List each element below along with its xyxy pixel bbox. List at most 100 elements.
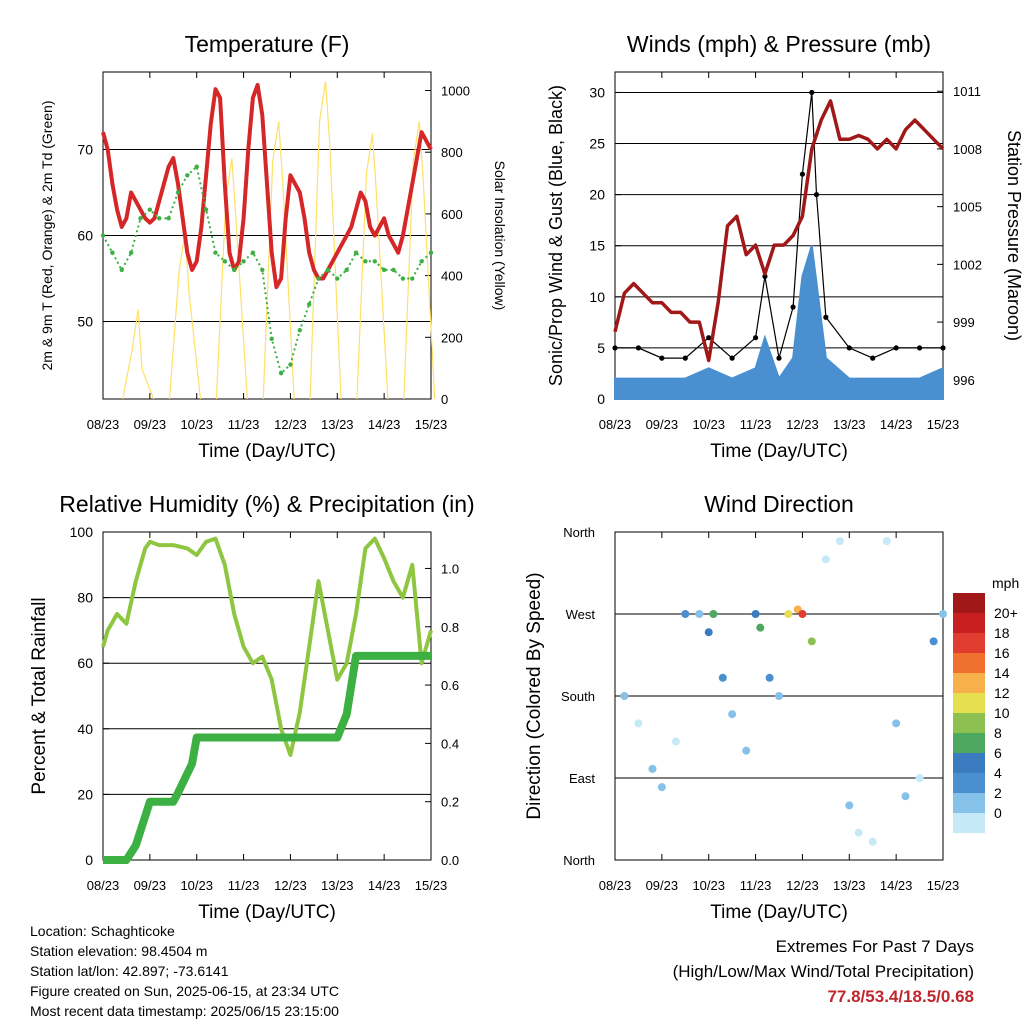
x-tick-label: 08/23 [599, 417, 632, 432]
y-tick-label: 100 [70, 524, 94, 540]
x-tick-label: 08/23 [87, 417, 120, 432]
y-tick-label: 50 [77, 314, 93, 330]
solar-insolation-line [262, 121, 295, 400]
y-tick-label: South [561, 689, 595, 704]
direction-point [742, 746, 751, 755]
direction-point [634, 719, 643, 728]
created-text: Figure created on Sun, 2025-06-15, at 23… [30, 983, 339, 999]
direction-point [868, 837, 877, 846]
dewpoint-point [391, 267, 396, 273]
y2-tick-label: 999 [953, 315, 975, 330]
panel-1: Winds (mph) & Pressure (mb) 08/23 09/23 10/… [546, 31, 1024, 462]
direction-point [835, 537, 844, 546]
y-tick-label: 20 [589, 187, 605, 203]
x-tick-label: 13/23 [321, 417, 354, 432]
direction-point [901, 792, 910, 801]
y-tick-label: 10 [589, 289, 605, 305]
y-tick-label: 0 [597, 391, 605, 407]
extremes-box: Extremes For Past 7 Days (High/Low/Max W… [673, 935, 974, 1009]
temp-2m-line [101, 82, 433, 290]
y2-tick-label: 600 [441, 207, 463, 222]
x-tick-label: 13/23 [833, 417, 866, 432]
y-tick-label: 80 [77, 590, 93, 606]
station-info: Location: Schaghticoke Station elevation… [30, 921, 339, 1021]
colorbar-swatch [953, 713, 985, 733]
x-tick-label: 12/23 [274, 878, 307, 893]
y2-axis-label: Solar Insolation (Yellow) [492, 161, 508, 311]
colorbar-label: 4 [994, 765, 1002, 781]
y-tick-label: 60 [77, 655, 93, 671]
x-axis-label: Time (Day/UTC) [198, 441, 336, 462]
panel-3: Wind Direction 08/23 09/23 10/23 11/23 12/23 1… [524, 491, 1019, 923]
colorbar-swatch [953, 773, 985, 793]
y2-axis-label: Station Pressure (Maroon) [1004, 130, 1024, 341]
colorbar-swatch [953, 693, 985, 713]
direction-point [681, 610, 690, 618]
y-tick-label: 20 [77, 786, 93, 802]
y-tick-label: 30 [589, 84, 605, 100]
direction-point [892, 719, 901, 728]
dewpoint-point [306, 302, 312, 307]
colorbar-label: 6 [994, 745, 1002, 761]
y-tick-label: 40 [77, 721, 93, 737]
y2-tick-label: 400 [441, 269, 463, 284]
y2-tick-label: 996 [953, 373, 975, 388]
y-tick-label: East [569, 771, 595, 786]
colorbar-swatch [953, 593, 985, 613]
direction-point [882, 537, 891, 546]
y2-tick-label: 800 [441, 145, 463, 160]
y2-tick-label: 0.6 [441, 678, 459, 693]
y-tick-label: North [563, 853, 595, 868]
direction-point [728, 710, 737, 719]
gust-line [615, 92, 943, 359]
y-tick-label: 60 [77, 228, 93, 244]
direction-point [939, 610, 947, 618]
solar-insolation-line [309, 81, 342, 400]
direction-point [798, 610, 807, 618]
y-tick-label: 15 [589, 238, 605, 254]
y-axis-label: 2m & 9m T (Red, Orange) & 2m Td (Green) [39, 101, 55, 371]
x-tick-label: 09/23 [134, 417, 167, 432]
direction-point [929, 637, 938, 646]
y-axis-label: Direction (Colored By Speed) [524, 572, 545, 819]
colorbar-label: 12 [994, 685, 1010, 701]
direction-point [821, 555, 830, 564]
x-tick-label: 13/23 [321, 878, 354, 893]
latlon-text: Station lat/lon: 42.897; -73.6141 [30, 963, 229, 979]
x-tick-label: 09/23 [646, 417, 679, 432]
y-axis-label: Sonic/Prop Wind & Gust (Blue, Black) [546, 85, 566, 386]
direction-point [671, 737, 680, 746]
direction-point [807, 637, 816, 646]
direction-point [709, 610, 718, 618]
y-tick-label: 5 [597, 340, 605, 356]
panel-title: Relative Humidity (%) & Precipitation (i… [59, 491, 474, 517]
solar-insolation-line [122, 309, 155, 400]
x-tick-label: 15/23 [415, 878, 448, 893]
y2-tick-label: 0.8 [441, 620, 459, 635]
panel-2: Relative Humidity (%) & Precipitation (i… [29, 491, 475, 923]
x-tick-label: 11/23 [740, 878, 772, 893]
x-tick-label: 09/23 [646, 878, 679, 893]
colorbar-swatch [953, 653, 985, 673]
colorbar-label: 16 [994, 645, 1010, 661]
panel-title: Winds (mph) & Pressure (mb) [627, 31, 931, 57]
x-tick-label: 15/23 [927, 878, 960, 893]
x-tick-label: 12/23 [786, 878, 819, 893]
direction-point [756, 623, 765, 632]
y-tick-label: West [566, 607, 596, 622]
x-axis-label: Time (Day/UTC) [198, 902, 336, 923]
direction-point [620, 692, 629, 700]
y2-tick-label: 1002 [953, 257, 982, 272]
colorbar-label: 14 [994, 665, 1010, 681]
plot-frame [614, 71, 944, 400]
x-tick-label: 14/23 [368, 417, 401, 432]
x-tick-label: 08/23 [599, 878, 632, 893]
direction-point [657, 783, 666, 792]
x-tick-label: 12/23 [274, 417, 307, 432]
direction-point [648, 764, 657, 773]
direction-point [784, 610, 793, 618]
x-tick-label: 08/23 [87, 878, 120, 893]
extremes-subtitle: (High/Low/Max Wind/Total Precipitation) [672, 962, 974, 981]
x-tick-label: 09/23 [134, 878, 167, 893]
direction-point [915, 774, 924, 782]
